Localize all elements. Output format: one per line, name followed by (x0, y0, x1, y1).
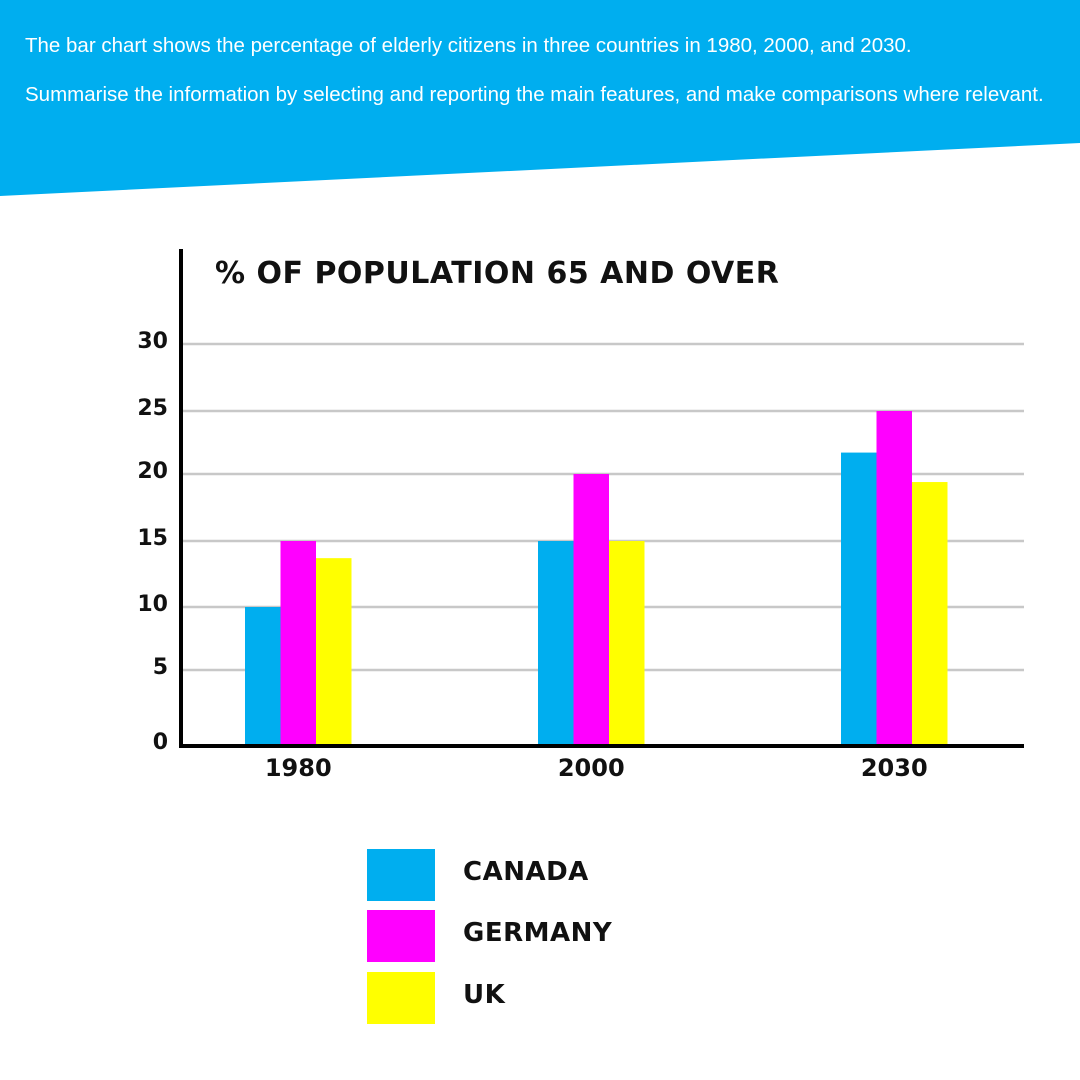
bar-uk-1980 (316, 558, 352, 745)
x-tick-2030: 2030 (860, 754, 928, 782)
bar-canada-2000 (538, 541, 574, 745)
y-tick-10: 10 (137, 592, 168, 617)
y-tick-15: 15 (137, 526, 168, 551)
prompt-line-1: The bar chart shows the percentage of el… (25, 34, 912, 57)
legend-swatch-uk (367, 972, 435, 1024)
bar-uk-2030 (912, 482, 948, 745)
prompt-banner: The bar chart shows the percentage of el… (0, 0, 1080, 200)
y-tick-25: 25 (137, 396, 168, 421)
y-tick-20: 20 (137, 459, 168, 484)
chart-title: % OF POPULATION 65 AND OVER (215, 256, 780, 291)
y-tick-5: 5 (152, 655, 168, 680)
legend-label-canada: CANADA (463, 857, 589, 887)
banner-background (0, 0, 1080, 196)
bar-canada-1980 (245, 607, 281, 745)
legend-swatch-germany (367, 910, 435, 962)
bar-germany-2030 (876, 411, 912, 745)
x-tick-2000: 2000 (557, 754, 625, 782)
x-tick-1980: 1980 (264, 754, 332, 782)
bar-germany-1980 (280, 541, 316, 745)
prompt-line-2: Summarise the information by selecting a… (25, 83, 1044, 106)
legend-label-uk: UK (463, 980, 506, 1010)
prompt-text: The bar chart shows the percentage of el… (25, 32, 1055, 130)
bar-uk-2000 (609, 541, 645, 745)
legend-swatch-canada (367, 849, 435, 901)
bar-germany-2000 (573, 474, 609, 745)
legend-label-germany: GERMANY (463, 918, 613, 948)
y-tick-30: 30 (137, 329, 168, 354)
y-tick-0: 0 (152, 730, 168, 755)
bar-canada-2030 (841, 452, 877, 745)
